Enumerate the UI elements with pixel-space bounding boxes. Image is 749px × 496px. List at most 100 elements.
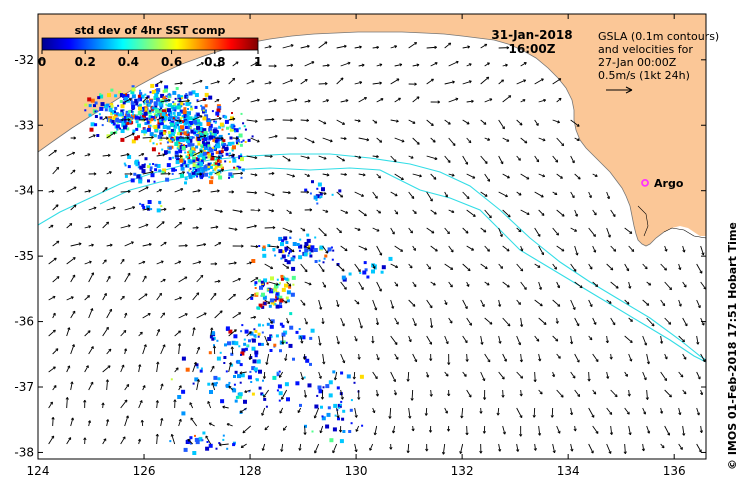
velocity-arrow <box>268 209 274 212</box>
velocity-arrow-head <box>187 438 191 442</box>
velocity-arrow <box>354 46 362 49</box>
sst-pixel <box>254 284 257 286</box>
sst-pixel <box>330 246 333 249</box>
velocity-arrow <box>556 353 561 359</box>
velocity-arrow-head <box>526 176 530 180</box>
velocity-arrow-head <box>591 414 595 418</box>
velocity-arrow-head <box>576 138 580 142</box>
velocity-arrow <box>279 407 284 414</box>
velocity-arrow-head <box>211 382 215 386</box>
sst-pixel <box>176 105 181 110</box>
sst-pixel <box>120 112 122 115</box>
sst-pixel <box>207 153 212 158</box>
velocity-arrow-head <box>623 451 627 454</box>
velocity-arrow-head <box>506 248 510 252</box>
velocity-arrow-head <box>538 358 542 362</box>
velocity-arrow <box>606 443 612 454</box>
sst-pixel <box>173 124 178 129</box>
sst-pixel <box>149 102 152 105</box>
sst-pixel <box>288 285 292 289</box>
sst-pixel <box>104 108 108 112</box>
velocity-arrow-head <box>298 447 302 451</box>
velocity-arrow-head <box>218 443 222 447</box>
sst-pixel <box>364 268 368 272</box>
sst-pixel <box>180 102 184 106</box>
sst-pixel <box>231 141 235 145</box>
velocity-arrow-head <box>651 323 655 327</box>
velocity-arrow <box>394 97 401 103</box>
sst-pixel <box>99 116 103 120</box>
velocity-arrow-head <box>429 198 433 202</box>
velocity-arrow-head <box>78 242 82 246</box>
sst-pixel <box>247 138 251 142</box>
sst-pixel <box>284 382 289 387</box>
velocity-arrow-head <box>577 394 581 397</box>
sst-pixel <box>106 103 110 107</box>
velocity-arrow <box>336 155 345 162</box>
sst-pixel <box>207 119 212 124</box>
velocity-arrow <box>354 407 357 418</box>
sst-pixel <box>320 405 323 409</box>
velocity-arrow <box>606 299 612 304</box>
sst-pixel <box>185 116 190 120</box>
velocity-arrow-head <box>576 359 580 363</box>
sst-pixel <box>183 144 185 147</box>
sst-pixel <box>238 345 241 348</box>
gsla-note: GSLA (0.1m contours) and velocities for … <box>598 30 719 94</box>
velocity-arrow <box>48 224 54 229</box>
sst-pixel <box>185 111 188 113</box>
velocity-arrow <box>408 155 414 159</box>
sst-pixel <box>276 371 279 374</box>
velocity-arrow <box>282 191 291 194</box>
velocity-arrow-head <box>178 119 182 123</box>
sst-pixel <box>285 341 288 344</box>
sst-pixel <box>314 236 317 239</box>
velocity-arrow-head <box>444 302 448 306</box>
velocity-arrow-head <box>614 394 618 398</box>
sst-pixel <box>138 116 142 120</box>
velocity-arrow-head <box>300 340 304 344</box>
velocity-arrow-head <box>357 269 361 273</box>
velocity-arrow <box>88 420 91 427</box>
sst-pixel <box>316 394 319 397</box>
sst-pixel <box>194 377 199 382</box>
sst-pixel <box>135 102 139 106</box>
velocity-arrow <box>502 281 510 288</box>
sst-pixel <box>309 362 312 366</box>
sst-pixel <box>270 319 275 324</box>
velocity-arrow-head <box>359 45 362 49</box>
sst-pixel <box>119 93 124 98</box>
sst-pixel <box>175 136 180 141</box>
velocity-arrow-head <box>320 396 325 400</box>
sst-pixel <box>172 117 175 120</box>
sst-pixel <box>240 141 243 143</box>
velocity-arrow <box>534 299 543 307</box>
sst-pixel <box>158 119 162 123</box>
velocity-arrow <box>588 335 593 341</box>
velocity-arrow-head <box>241 244 244 248</box>
velocity-arrow <box>102 259 107 265</box>
velocity-arrow <box>52 166 60 175</box>
sst-pixel <box>144 109 148 113</box>
sst-pixel <box>316 202 319 205</box>
velocity-arrow <box>570 407 573 415</box>
sst-pixel <box>145 100 149 104</box>
velocity-arrow-head <box>107 365 111 369</box>
sst-pixel <box>165 103 168 106</box>
sst-pixel <box>190 129 195 134</box>
velocity-arrow <box>444 191 448 198</box>
velocity-arrow-head <box>304 269 308 273</box>
sst-pixel <box>291 326 293 329</box>
velocity-arrow-head <box>489 98 493 102</box>
sst-pixel <box>143 129 148 134</box>
sst-pixel <box>119 127 122 130</box>
velocity-arrow-head <box>139 400 143 404</box>
velocity-arrow-head <box>122 436 126 440</box>
sst-pixel <box>170 114 173 117</box>
velocity-arrow-head <box>254 224 257 228</box>
velocity-arrow <box>624 335 633 343</box>
velocity-arrow-head <box>72 151 76 155</box>
sst-pixel <box>270 289 273 292</box>
velocity-arrow-head <box>394 45 398 49</box>
lon-tick-label: 132 <box>451 464 474 478</box>
